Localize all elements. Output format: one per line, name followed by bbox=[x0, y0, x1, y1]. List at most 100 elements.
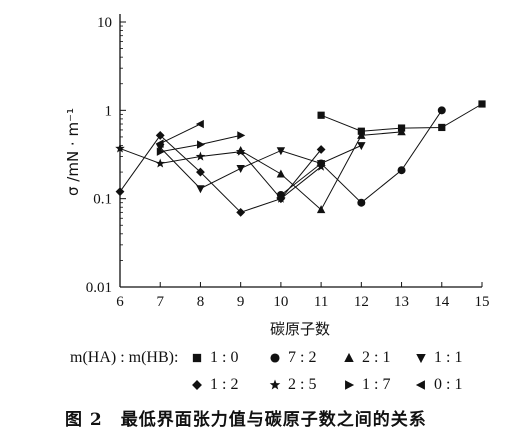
x-tick-label: 11 bbox=[314, 294, 328, 310]
series-6 bbox=[115, 143, 326, 203]
data-point bbox=[155, 158, 165, 168]
legend-marker-icon bbox=[415, 380, 425, 390]
axes bbox=[119, 14, 482, 288]
data-point bbox=[438, 123, 446, 132]
legend-label: 7 : 2 bbox=[288, 349, 317, 366]
legend-marker bbox=[192, 380, 202, 390]
legend-item: 2 : 1 bbox=[342, 349, 390, 367]
series-3 bbox=[236, 127, 406, 214]
x-tick-label: 9 bbox=[237, 294, 245, 310]
data-point bbox=[196, 167, 205, 177]
x-tick-label: 7 bbox=[156, 294, 164, 310]
legend-marker bbox=[415, 380, 425, 390]
data-point bbox=[478, 100, 486, 108]
x-tick-label: 6 bbox=[116, 294, 124, 310]
legend-marker bbox=[269, 379, 281, 390]
data-point bbox=[357, 130, 366, 139]
data-point bbox=[276, 147, 286, 156]
data-point bbox=[316, 161, 326, 171]
legend-label: 2 : 1 bbox=[362, 349, 391, 366]
data-point bbox=[316, 145, 326, 154]
series-8 bbox=[155, 119, 204, 148]
legend-marker-icon bbox=[416, 354, 426, 364]
legend-label: 0 : 1 bbox=[434, 376, 463, 393]
x-axis-label: 碳原子数 bbox=[270, 320, 330, 338]
figure-caption: 图 2 最低界面张力值与碳原子数之间的关系 bbox=[65, 405, 427, 430]
series-2 bbox=[276, 106, 446, 207]
data-point bbox=[155, 131, 165, 140]
data-point bbox=[156, 147, 165, 156]
data-point bbox=[235, 146, 246, 156]
legend-item: 7 : 2 bbox=[268, 349, 316, 367]
legend-title: m(HA) : m(HB): bbox=[70, 349, 179, 366]
caption-label: 图 2 bbox=[65, 410, 103, 430]
series-line bbox=[280, 110, 443, 204]
series-line bbox=[240, 131, 402, 211]
legend-marker-icon bbox=[269, 379, 281, 390]
legend-marker-icon bbox=[345, 380, 355, 390]
y-tick-label: 0.1 bbox=[93, 192, 112, 208]
legend-item: 1 : 7 bbox=[342, 376, 390, 394]
data-point bbox=[197, 140, 206, 149]
data-point bbox=[397, 127, 406, 136]
data-point bbox=[276, 193, 286, 203]
x-tick-label: 12 bbox=[354, 294, 369, 310]
x-tick-label: 15 bbox=[475, 294, 490, 310]
data-point bbox=[276, 169, 286, 178]
data-point bbox=[155, 139, 164, 148]
data-point bbox=[357, 198, 366, 207]
y-tick-label: 10 bbox=[97, 15, 112, 31]
legend-label: 1 : 2 bbox=[210, 376, 239, 393]
data-point bbox=[317, 111, 325, 119]
data-point bbox=[357, 142, 366, 151]
legend-item: 0 : 1 bbox=[414, 376, 462, 394]
series-line bbox=[159, 145, 362, 190]
data-point bbox=[236, 165, 245, 174]
legend-marker bbox=[344, 352, 354, 362]
legend-marker bbox=[345, 380, 355, 390]
data-point bbox=[195, 119, 204, 129]
data-point bbox=[115, 187, 125, 197]
legend-item: 1 : 1 bbox=[414, 349, 462, 367]
legend-item: 1 : 0 bbox=[190, 349, 238, 367]
x-tick-label: 14 bbox=[434, 294, 450, 310]
ticks-layer: 6 7 8 9 10 11 12 13 14 15 0.01 0.1 1 10 bbox=[86, 15, 490, 310]
data-point bbox=[196, 185, 205, 194]
legend-row-2: 1 : 2 2 : 5 1 : 7 0 : 1 bbox=[0, 376, 531, 398]
data-point bbox=[236, 207, 246, 217]
legend-item: 1 : 2 bbox=[190, 376, 238, 394]
legend-marker-icon bbox=[192, 353, 202, 363]
legend-label: 1 : 7 bbox=[362, 376, 391, 393]
series-layer bbox=[115, 100, 486, 217]
data-point bbox=[437, 106, 446, 115]
legend-marker-icon bbox=[192, 380, 202, 390]
data-point bbox=[115, 143, 125, 153]
legend-item: 2 : 5 bbox=[268, 376, 316, 394]
data-point bbox=[195, 151, 206, 161]
legend-label: 1 : 0 bbox=[210, 349, 239, 366]
data-point bbox=[316, 205, 326, 214]
x-tick-label: 10 bbox=[273, 294, 288, 310]
x-tick-label: 8 bbox=[197, 294, 205, 310]
y-tick-label: 0.01 bbox=[86, 280, 112, 296]
caption-text: 最低界面张力值与碳原子数之间的关系 bbox=[120, 410, 427, 430]
y-axis-label: σ /mN · m⁻¹ bbox=[64, 108, 82, 196]
data-point bbox=[397, 166, 406, 175]
legend-marker bbox=[192, 353, 202, 363]
series-5 bbox=[115, 131, 326, 217]
legend-marker-icon bbox=[344, 352, 354, 362]
series-line bbox=[119, 148, 322, 200]
y-tick-label: 1 bbox=[105, 103, 113, 119]
data-point bbox=[237, 131, 246, 140]
legend-label: 1 : 1 bbox=[434, 349, 463, 366]
legend-marker-icon bbox=[270, 353, 280, 363]
x-tick-label: 13 bbox=[394, 294, 409, 310]
legend-marker bbox=[270, 353, 280, 363]
legend-label: 2 : 5 bbox=[288, 376, 317, 393]
legend-marker bbox=[416, 354, 426, 364]
series-7 bbox=[156, 131, 246, 156]
series-line bbox=[159, 123, 201, 145]
chart-svg: 6 7 8 9 10 11 12 13 14 15 0.01 0.1 1 10 σ /mN · m⁻¹ 碳… bbox=[64, 14, 490, 338]
legend-row-1: m(HA) : m(HB): 1 : 0 7 : 2 2 : 1 1 : 1 bbox=[0, 349, 531, 371]
series-line bbox=[119, 134, 322, 213]
